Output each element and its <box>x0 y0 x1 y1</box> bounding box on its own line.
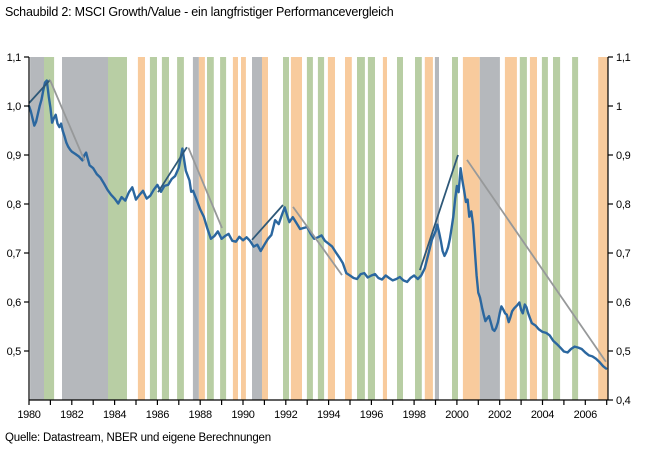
y-tick-label-left: 1,1 <box>7 52 22 64</box>
regime-band-green <box>207 57 214 400</box>
y-tick-label-left: 0,5 <box>7 346 22 358</box>
y-tick-label-left: 0,9 <box>7 150 22 162</box>
regime-band-orange <box>241 57 246 400</box>
regime-band-gray <box>30 57 44 400</box>
x-tick-label: 1992 <box>274 409 297 421</box>
source-note: Quelle: Datastream, NBER und eigene Bere… <box>5 432 271 444</box>
regime-band-gray <box>192 57 199 400</box>
trendline-navy <box>28 79 51 104</box>
regime-band-green <box>44 57 55 400</box>
x-tick-label: 2000 <box>445 409 468 421</box>
regime-band-orange <box>424 57 433 400</box>
regime-band-green <box>317 57 325 400</box>
x-tick-label: 1996 <box>360 409 383 421</box>
regime-band-green <box>220 57 227 400</box>
y-tick-label-right: 1,1 <box>616 52 631 64</box>
regime-band-orange <box>290 57 302 400</box>
regime-band-green <box>177 57 184 400</box>
trendline-navy <box>157 146 188 193</box>
y-tick-label-right: 0,8 <box>616 199 631 211</box>
x-tick-label: 1990 <box>231 409 254 421</box>
regime-band-orange <box>327 57 335 400</box>
regime-band-green <box>367 57 375 400</box>
x-tick-label: 1988 <box>189 409 212 421</box>
regime-band-green <box>397 57 403 400</box>
regime-band-orange <box>529 57 537 400</box>
x-tick-label: 2004 <box>531 409 554 421</box>
trendline-navy <box>419 154 459 271</box>
regime-band-gray <box>252 57 263 400</box>
regime-band-orange <box>462 57 480 400</box>
regime-band-green <box>541 57 548 400</box>
regime-band-orange <box>137 57 145 400</box>
regime-band-orange <box>382 57 387 400</box>
regime-band-orange <box>262 57 268 400</box>
y-tick-label-left: 0,6 <box>7 297 22 309</box>
y-tick-label-left: 1,0 <box>7 101 22 113</box>
regime-band-orange <box>345 57 352 400</box>
regime-band-orange <box>198 57 205 400</box>
y-tick-label-left: 0,8 <box>7 199 22 211</box>
regime-band-green <box>452 57 458 400</box>
regime-band-green <box>306 57 313 400</box>
regime-band-green <box>519 57 527 400</box>
x-tick-label: 1984 <box>103 409 126 421</box>
regime-band-green <box>357 57 365 400</box>
trendline-navy <box>251 204 284 241</box>
x-tick-label: 1982 <box>60 409 83 421</box>
regime-band-green <box>108 57 127 400</box>
trendline-gray <box>49 79 86 161</box>
regime-band-orange <box>232 57 238 400</box>
y-tick-label-right: 0,4 <box>616 395 631 407</box>
x-tick-label: 1998 <box>402 409 425 421</box>
regime-band-green <box>283 57 289 400</box>
y-tick-label-right: 0,9 <box>616 150 631 162</box>
x-tick-label: 2006 <box>574 409 597 421</box>
trendline-gray <box>292 206 343 276</box>
y-tick-label-right: 1 <box>616 101 622 113</box>
regime-band-orange <box>598 57 608 400</box>
regime-band-green <box>161 57 169 400</box>
chart-title: Schaubild 2: MSCI Growth/Value - ein lan… <box>5 5 394 19</box>
ratio-line <box>27 79 608 370</box>
regime-band-green <box>149 57 157 400</box>
y-tick-label-right: 0,7 <box>616 248 631 260</box>
y-tick-label-right: 0,5 <box>616 346 631 358</box>
x-tick-label: 1994 <box>317 409 340 421</box>
regime-band-green <box>415 57 422 400</box>
trendline-gray <box>187 147 223 229</box>
regime-band-gray <box>479 57 500 400</box>
y-tick-label-right: 0,6 <box>616 297 631 309</box>
x-tick-label: 2002 <box>488 409 511 421</box>
trendline-gray <box>466 159 607 363</box>
regime-band-green <box>553 57 561 400</box>
y-tick-label-left: 0,7 <box>7 248 22 260</box>
regime-band-green <box>572 57 579 400</box>
x-tick-label: 1986 <box>146 409 169 421</box>
x-tick-label: 1980 <box>17 409 40 421</box>
regime-band-gray <box>62 57 108 400</box>
